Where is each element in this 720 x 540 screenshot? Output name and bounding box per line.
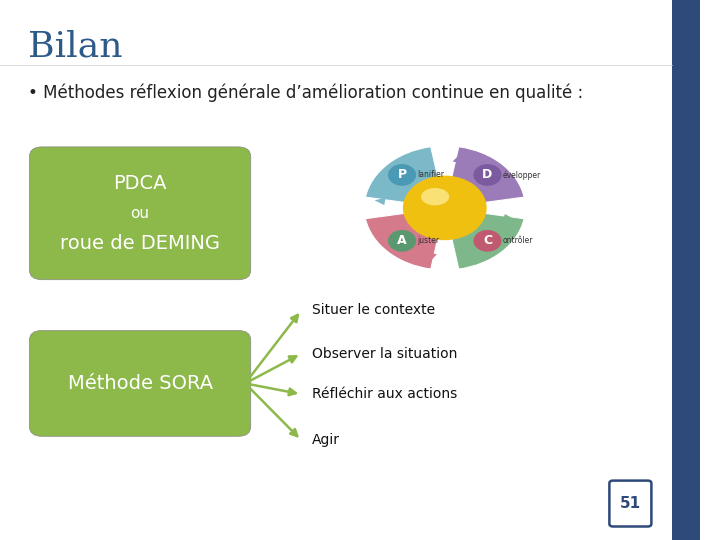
Ellipse shape	[421, 188, 449, 205]
Polygon shape	[503, 214, 514, 221]
Text: juster: juster	[418, 237, 439, 245]
Text: Réfléchir aux actions: Réfléchir aux actions	[312, 387, 457, 401]
Text: évelopper: évelopper	[503, 170, 541, 180]
Text: Agir: Agir	[312, 433, 340, 447]
Bar	[672, 0, 701, 540]
Text: lanifier: lanifier	[418, 171, 444, 179]
Text: ontrôler: ontrôler	[503, 237, 534, 245]
Text: PDCA: PDCA	[113, 174, 167, 193]
Text: A: A	[397, 234, 407, 247]
Text: ou: ou	[130, 206, 150, 221]
Text: D: D	[482, 168, 492, 181]
FancyBboxPatch shape	[30, 147, 251, 280]
Text: Méthode SORA: Méthode SORA	[68, 374, 212, 393]
Wedge shape	[366, 147, 438, 202]
Text: Situer le contexte: Situer le contexte	[312, 303, 435, 318]
Circle shape	[388, 164, 416, 186]
Circle shape	[473, 230, 502, 252]
Text: P: P	[397, 168, 407, 181]
Wedge shape	[451, 213, 524, 269]
Polygon shape	[374, 198, 386, 205]
Polygon shape	[453, 154, 462, 163]
FancyBboxPatch shape	[609, 481, 652, 526]
Wedge shape	[451, 147, 524, 202]
Text: C: C	[483, 234, 492, 247]
FancyBboxPatch shape	[30, 330, 251, 436]
Circle shape	[403, 176, 487, 240]
Text: • Méthodes réflexion générale d’amélioration continue en qualité :: • Méthodes réflexion générale d’améliora…	[28, 84, 583, 102]
Text: Bilan: Bilan	[28, 30, 122, 64]
Text: roue de DEMING: roue de DEMING	[60, 233, 220, 253]
Text: Observer la situation: Observer la situation	[312, 347, 457, 361]
Text: 51: 51	[620, 496, 641, 511]
Polygon shape	[428, 253, 437, 261]
Circle shape	[388, 230, 416, 252]
Circle shape	[473, 164, 502, 186]
Wedge shape	[366, 213, 438, 269]
